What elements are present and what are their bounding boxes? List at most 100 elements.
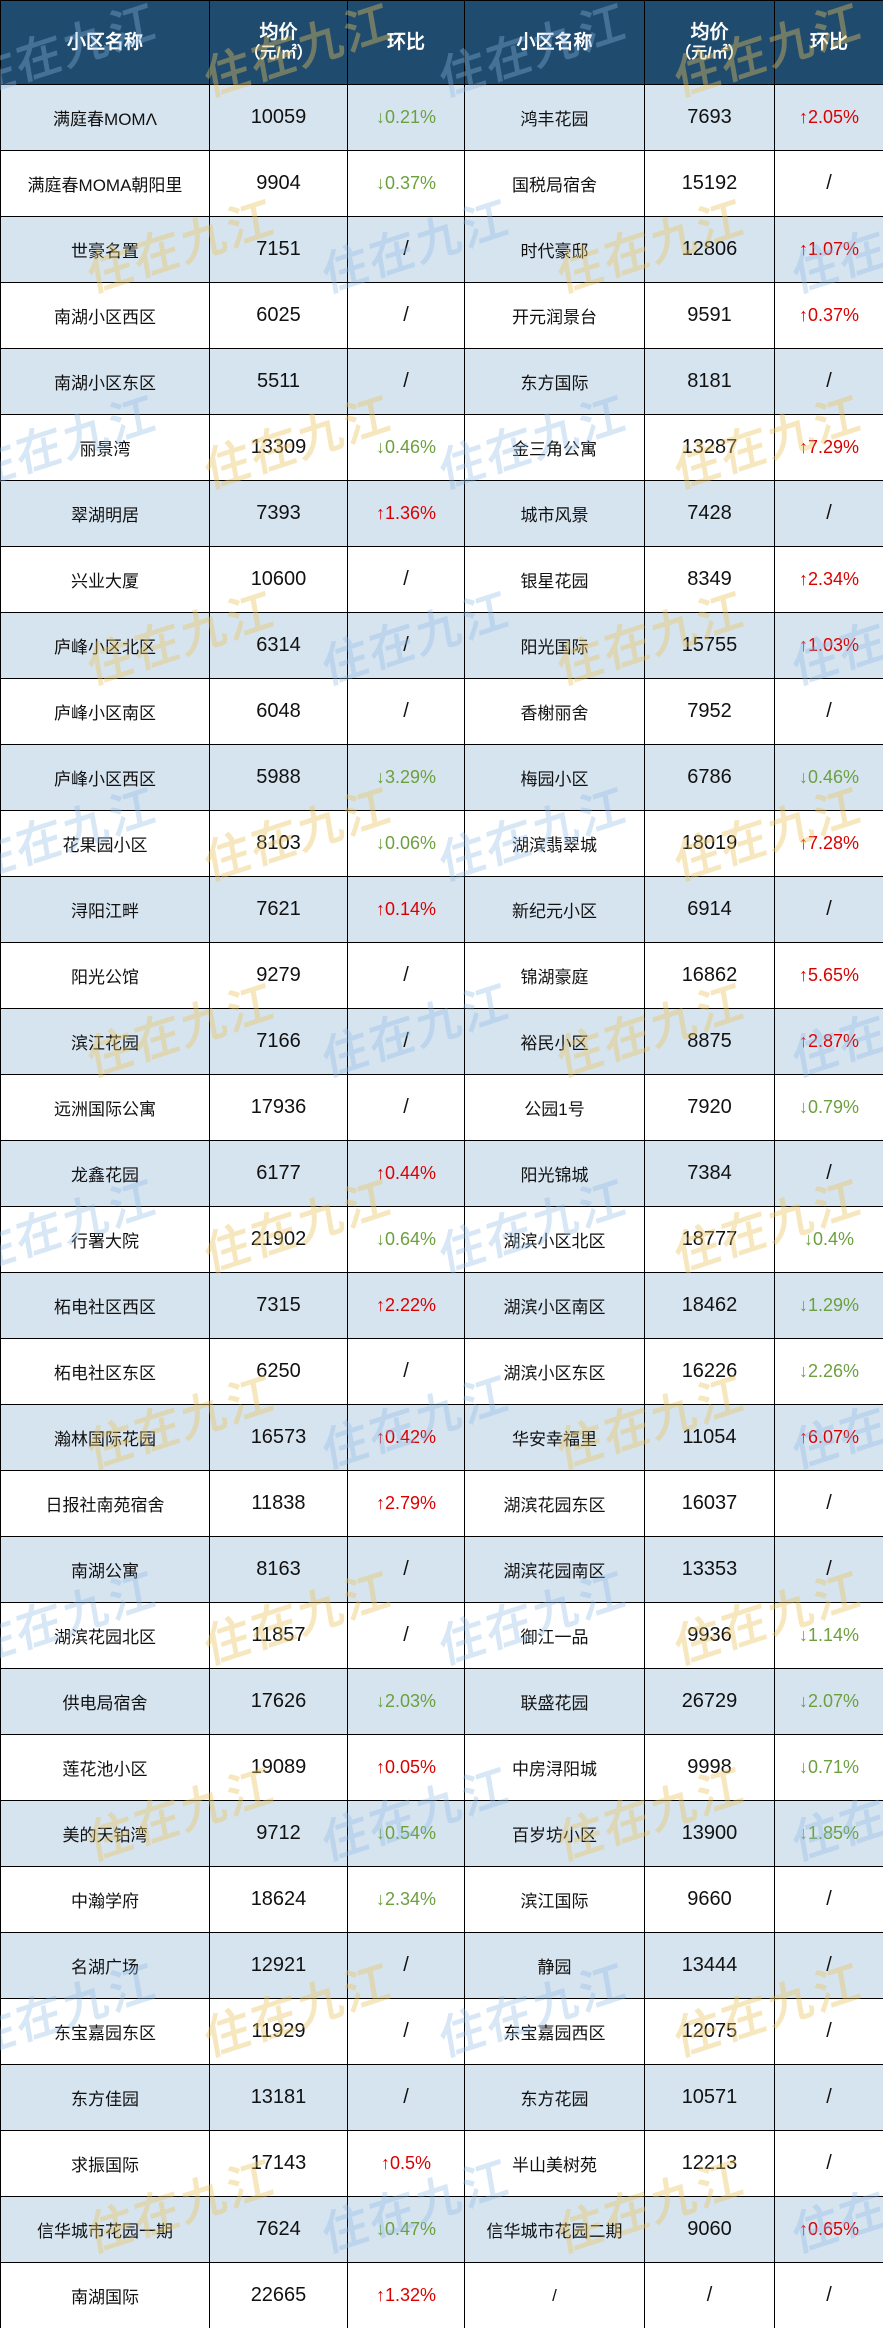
change-cell: ↓2.03%	[347, 1668, 465, 1735]
community-name-cell: 满庭春MOMΛ	[0, 84, 210, 151]
price-cell: 18019	[644, 810, 775, 877]
community-name-cell: 丽景湾	[0, 414, 210, 481]
price-cell: 12921	[209, 1932, 348, 1999]
price-cell: 9904	[209, 150, 348, 217]
community-name-cell: 湖滨小区东区	[464, 1338, 645, 1405]
community-name-cell: 南湖公寓	[0, 1536, 210, 1603]
change-cell: /	[347, 216, 465, 283]
table-row: 柘电社区东区 6250/湖滨小区东区 16226 ↓2.26%	[0, 1338, 883, 1405]
change-cell: ↑0.37%	[774, 282, 883, 349]
price-cell: 6914	[644, 876, 775, 943]
price-cell: 5988	[209, 744, 348, 811]
change-cell: ↑0.44%	[347, 1140, 465, 1207]
price-cell: 21902	[209, 1206, 348, 1273]
community-name-cell: 柘电社区东区	[0, 1338, 210, 1405]
change-cell: ↑2.79%	[347, 1470, 465, 1537]
change-cell: ↓0.47%	[347, 2196, 465, 2263]
price-cell: 13181	[209, 2064, 348, 2131]
table-row: 供电局宿舍 17626 ↓2.03% 联盛花园 26729 ↓2.07%	[0, 1668, 883, 1735]
price-cell: 6048	[209, 678, 348, 745]
price-cell: 11857	[209, 1602, 348, 1669]
table-row: 庐峰小区北区 6314/阳光国际 15755 ↑1.03%	[0, 612, 883, 679]
change-cell: ↑7.28%	[774, 810, 883, 877]
community-name-cell: 阳光锦城	[464, 1140, 645, 1207]
community-name-cell: 行署大院	[0, 1206, 210, 1273]
change-cell: ↑2.22%	[347, 1272, 465, 1339]
community-name-cell: 国税局宿舍	[464, 150, 645, 217]
change-cell: /	[347, 1536, 465, 1603]
community-name-cell: 中瀚学府	[0, 1866, 210, 1933]
community-name-cell: 南湖国际	[0, 2262, 210, 2328]
change-cell: ↑1.03%	[774, 612, 883, 679]
community-name-cell: 湖滨翡翠城	[464, 810, 645, 877]
change-cell: ↑2.34%	[774, 546, 883, 613]
price-cell: 9998	[644, 1734, 775, 1801]
community-name-cell: 湖滨小区北区	[464, 1206, 645, 1273]
change-cell: /	[774, 2064, 883, 2131]
community-name-cell: 日报社南苑宿舍	[0, 1470, 210, 1537]
community-name-cell: 半山美树苑	[464, 2130, 645, 2197]
header-community-name-left: 小区名称	[0, 0, 210, 85]
table-row: 庐峰小区西区 5988 ↓3.29% 梅园小区 6786 ↓0.46%	[0, 744, 883, 811]
change-cell: ↑0.05%	[347, 1734, 465, 1801]
price-cell: 13287	[644, 414, 775, 481]
change-cell: /	[347, 678, 465, 745]
table-row: 东宝嘉园东区 11929/东宝嘉园西区 12075/	[0, 1998, 883, 2065]
price-cell: 8875	[644, 1008, 775, 1075]
header-avg-price-right: 均价 （元/㎡）	[644, 0, 775, 85]
price-cell: 13353	[644, 1536, 775, 1603]
change-cell: ↓2.07%	[774, 1668, 883, 1735]
community-name-cell: 浔阳江畔	[0, 876, 210, 943]
change-cell: /	[347, 1602, 465, 1669]
price-cell: 13900	[644, 1800, 775, 1867]
table-row: 行署大院 21902 ↓0.64% 湖滨小区北区 18777 ↓0.4%	[0, 1206, 883, 1273]
table-row: 莲花池小区 19089 ↑0.05% 中房浔阳城 9998 ↓0.71%	[0, 1734, 883, 1801]
change-cell: /	[347, 348, 465, 415]
table-row: 阳光公馆 9279/锦湖豪庭 16862 ↑5.65%	[0, 942, 883, 1009]
table-row: 满庭春MOMΛ 10059 ↓0.21% 鸿丰花园 7693 ↑2.05%	[0, 84, 883, 151]
change-cell: ↑7.29%	[774, 414, 883, 481]
community-name-cell: 信华城市花园二期	[464, 2196, 645, 2263]
header-avg-price-label: 均价	[690, 21, 729, 43]
price-cell: 6314	[209, 612, 348, 679]
community-name-cell: 香榭丽舍	[464, 678, 645, 745]
change-cell: ↓0.79%	[774, 1074, 883, 1141]
table-row: 南湖公寓 8163/湖滨花园南区 13353/	[0, 1536, 883, 1603]
price-cell: 7693	[644, 84, 775, 151]
change-cell: ↑5.65%	[774, 942, 883, 1009]
community-name-cell: 名湖广场	[0, 1932, 210, 1999]
community-name-cell: 信华城市花园一期	[0, 2196, 210, 2263]
price-cell: 8349	[644, 546, 775, 613]
community-name-cell: 滨江国际	[464, 1866, 645, 1933]
change-cell: ↓2.34%	[347, 1866, 465, 1933]
table-row: 丽景湾 13309 ↓0.46% 金三角公寓 13287 ↑7.29%	[0, 414, 883, 481]
price-cell: 8181	[644, 348, 775, 415]
change-cell: /	[774, 1536, 883, 1603]
community-name-cell: 静园	[464, 1932, 645, 1999]
community-name-cell: 城市风景	[464, 480, 645, 547]
change-cell: ↓0.64%	[347, 1206, 465, 1273]
change-cell: ↑0.42%	[347, 1404, 465, 1471]
price-cell: 7952	[644, 678, 775, 745]
price-cell: 17626	[209, 1668, 348, 1735]
community-name-cell: 莲花池小区	[0, 1734, 210, 1801]
community-name-cell: 阳光国际	[464, 612, 645, 679]
price-cell: 9591	[644, 282, 775, 349]
table-row: 南湖国际 22665 ↑1.32% / / /	[0, 2262, 883, 2328]
header-avg-price-unit: （元/㎡）	[675, 45, 744, 63]
table-row: 远洲国际公寓 17936/公园1号 7920 ↓0.79%	[0, 1074, 883, 1141]
table-body: 满庭春MOMΛ 10059 ↓0.21% 鸿丰花园 7693 ↑2.05% 满庭春MOMA朝…	[0, 84, 883, 2328]
change-cell: ↓0.54%	[347, 1800, 465, 1867]
community-name-cell: 美的天铂湾	[0, 1800, 210, 1867]
community-name-cell: 湖滨花园东区	[464, 1470, 645, 1537]
price-cell: 6250	[209, 1338, 348, 1405]
change-cell: ↑0.14%	[347, 876, 465, 943]
change-cell: /	[347, 1074, 465, 1141]
community-name-cell: 新纪元小区	[464, 876, 645, 943]
price-cell: 16226	[644, 1338, 775, 1405]
community-name-cell: 湖滨小区南区	[464, 1272, 645, 1339]
table-row: 瀚林国际花园 16573 ↑0.42% 华安幸福里 11054 ↑6.07%	[0, 1404, 883, 1471]
price-cell: 16862	[644, 942, 775, 1009]
table-row: 湖滨花园北区 11857/御江一品 9936 ↓1.14%	[0, 1602, 883, 1669]
community-name-cell: 东宝嘉园西区	[464, 1998, 645, 2065]
